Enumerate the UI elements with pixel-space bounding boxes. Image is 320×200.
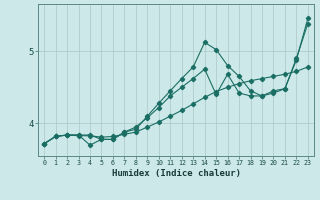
X-axis label: Humidex (Indice chaleur): Humidex (Indice chaleur) xyxy=(111,169,241,178)
